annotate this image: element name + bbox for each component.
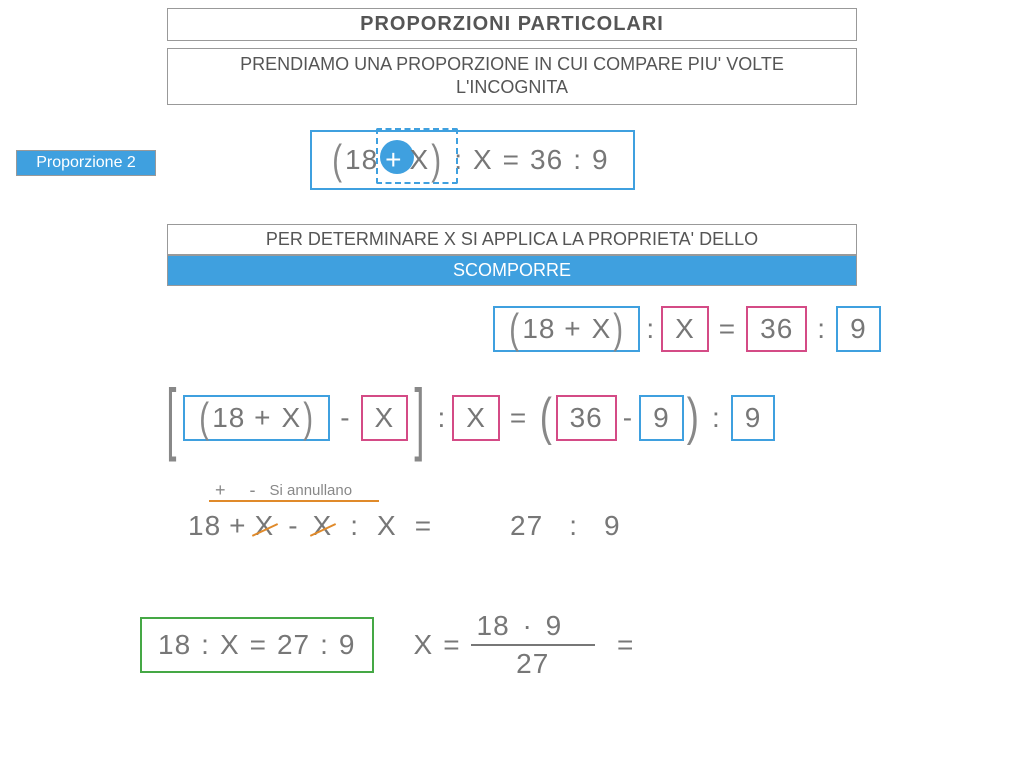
annul-underline [209,500,379,502]
intro-line2: L'INCOGNITA [176,76,848,99]
eq1-box: ( 18 + X ) : X = 36 : 9 [310,130,635,190]
eq2-colon2: : [807,313,836,345]
eq2-rparen: ) [614,312,625,346]
eq3-term1: ( 18 + X ) [183,395,330,441]
eq3-lparen2: ( [540,397,553,439]
eq3-b: X [282,402,302,434]
eq3-rparen: ) [303,401,314,435]
eq3-rparen2: ) [686,397,699,439]
eq4-colon1: : [332,510,377,542]
annul-row: + - Si annullano [215,480,352,501]
eq4-a: 18 [188,510,221,542]
annul-plus: + [215,480,226,501]
eq5-box: 18 : X = 27 : 9 [140,617,374,673]
eq2: ( 18 + X ) : X = 36 : 9 [493,306,880,352]
eq2-b: X [592,313,612,345]
eq4-b-strike: X [255,510,275,542]
eq2-e-val: 9 [850,313,867,345]
eq3-a: 18 + [212,402,271,434]
rule-blue-box: SCOMPORRE [167,255,857,286]
eq3-f: 9 [639,395,684,441]
eq3-d-val: X [466,402,486,434]
eq5-c: 27 [277,629,310,661]
eq5-colon1: : [191,629,220,661]
eq4-f: 9 [604,510,621,542]
eq5-d: 9 [339,629,356,661]
eq3-d: X [452,395,500,441]
annul-minus: - [250,480,256,501]
rule-box: PER DETERMINARE X SI APPLICA LA PROPRIET… [167,224,857,255]
eq3-rbracket: ] [415,390,425,446]
eq4-plus: + [221,510,254,542]
eq3-lparen: ( [199,401,210,435]
eq6-den: 27 [471,646,595,680]
eq6-x: X [414,629,434,661]
eq4-colon2: : [543,510,604,542]
intro-line1: PRENDIAMO UNA PROPORZIONE IN CUI COMPARE… [176,53,848,76]
eq4-c-strike: X [313,510,333,542]
eq1-rparen: ) [431,143,442,177]
eq6-equals2: = [595,629,656,661]
eq6-fraction: 18 · 9 27 [471,610,595,680]
eq3-lbracket: [ [166,390,176,446]
eq2-c-val: X [675,313,695,345]
eq4-minus: - [274,510,312,542]
eq4-d: X [377,510,397,542]
eq1-colon2: : [563,144,592,176]
eq3-colon1: : [431,402,452,434]
eq3-minus: - [330,402,360,434]
eq3-minus2: - [617,402,639,434]
eq3-e-val: 36 [570,402,603,434]
intro-box: PRENDIAMO UNA PROPORZIONE IN CUI COMPARE… [167,48,857,105]
eq1-c: X [473,144,493,176]
eq1-a: 18 [345,144,378,176]
eq6-num-a: 18 [477,610,510,641]
eq2-lparen: ( [510,312,521,346]
eq5-equals: = [240,629,277,661]
eq6-dot: · [518,610,536,641]
eq3-c: X [361,395,409,441]
eq2-d: 36 [746,306,807,352]
eq6-num-b: 9 [546,610,563,641]
eq3-e: 36 [556,395,617,441]
eq4-equals: = [397,510,450,542]
eq2-e: 9 [836,306,881,352]
annul-label: Si annullano [270,482,353,499]
eq1-equals: = [493,144,530,176]
eq2-equals: = [709,313,746,345]
eq2-colon1: : [640,313,661,345]
rule-text: PER DETERMINARE X SI APPLICA LA PROPRIET… [266,229,758,249]
eq2-d-val: 36 [760,313,793,345]
eq1-b: X [410,144,430,176]
eq3-equals: = [500,402,537,434]
eq1-lparen: ( [332,143,343,177]
eq4-e: 27 [510,510,543,542]
title-text: PROPORZIONI PARTICOLARI [360,13,664,35]
eq2-a: 18 + [522,313,581,345]
eq3-colon2: : [702,402,731,434]
eq3-g: 9 [731,395,776,441]
eq5-a: 18 [158,629,191,661]
eq1-plus: + [378,144,409,176]
eq5-colon2: : [310,629,339,661]
eq3-f-val: 9 [653,402,670,434]
eq2-c: X [661,306,709,352]
eq5-b: X [220,629,240,661]
rule-blue-text: SCOMPORRE [453,260,571,280]
eq1-e: 9 [592,144,615,176]
eq6-equals: = [433,629,470,661]
eq1-d: 36 [530,144,563,176]
eq3-g-val: 9 [745,402,762,434]
eq4: 18 + X - X : X = 27 : 9 [188,510,621,542]
eq2-term1: ( 18 + X ) [493,306,640,352]
eq3: [ ( 18 + X ) - X ] : X = ( 36 - 9 ) : 9 [160,390,775,446]
eq3-c-val: X [375,402,395,434]
title-box: PROPORZIONI PARTICOLARI [167,8,857,41]
